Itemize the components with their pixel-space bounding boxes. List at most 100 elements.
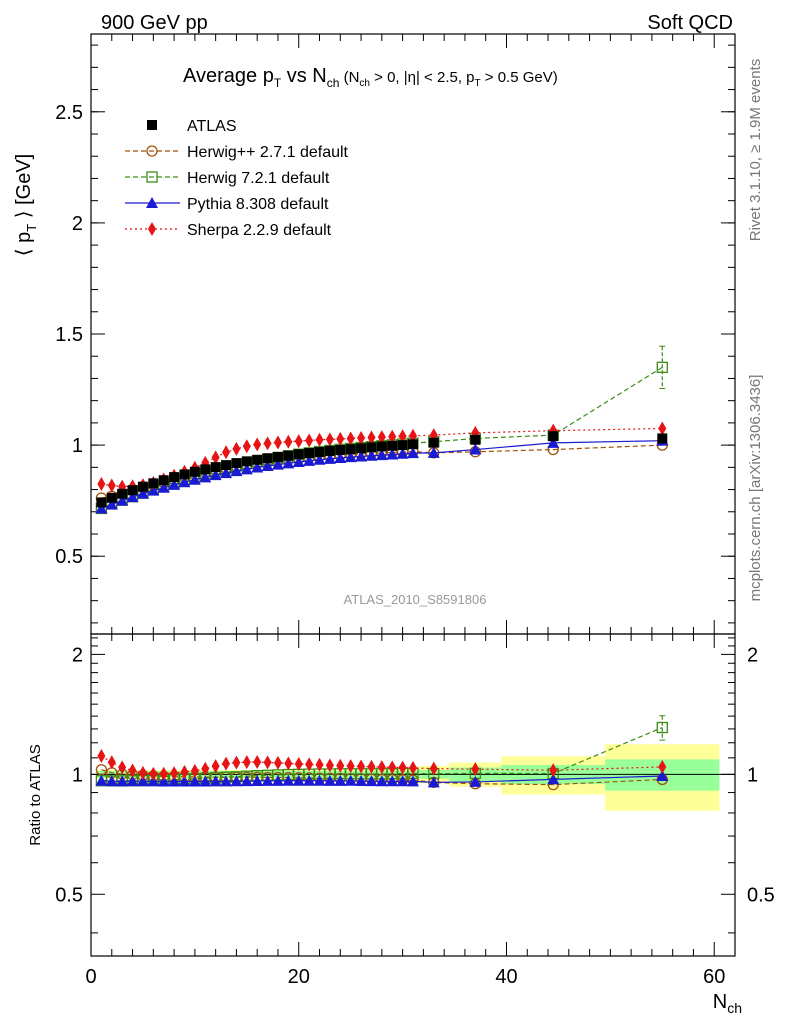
sherpa-2-2-9-default-ratio-point: [284, 756, 293, 771]
pythia-8-308-default-ratio-point: [375, 775, 388, 787]
sherpa-2-2-9-default-ratio-point: [549, 763, 558, 778]
legend-marker-pythia-8-308-default: [146, 197, 158, 208]
sherpa-2-2-9-default-point: [388, 429, 397, 444]
pythia-8-308-default-ratio-point: [365, 775, 378, 787]
pythia-8-308-default-ratio-point: [344, 774, 357, 786]
sherpa-2-2-9-default-point: [107, 478, 116, 493]
atlas-point: [657, 433, 668, 444]
legend-label-herwig-7-2-1-default: Herwig 7.2.1 default: [187, 170, 330, 187]
legend-marker-atlas: [147, 120, 157, 130]
pythia-8-308-default-ratio-point: [188, 775, 201, 787]
ratio-y-axis-label: Ratio to ATLAS: [27, 744, 44, 845]
ratio-series-layer: [95, 715, 669, 791]
sherpa-2-2-9-default-point: [325, 432, 334, 447]
sherpa-2-2-9-default-ratio-point: [242, 755, 251, 770]
atlas-point: [169, 472, 180, 483]
pythia-8-308-default-ratio-point: [95, 774, 108, 786]
ratio-y-tick-label: 2: [72, 644, 83, 666]
main-series-layer: [95, 345, 669, 515]
sherpa-2-2-9-default-ratio-point: [336, 758, 345, 773]
sherpa-2-2-9-default-point: [284, 434, 293, 449]
sherpa-2-2-9-default-point: [398, 429, 407, 444]
y-tick-label: 0.5: [55, 546, 83, 568]
sherpa-2-2-9-default-point: [232, 441, 241, 456]
atlas-point: [117, 488, 128, 499]
x-axis-label: Nch: [713, 991, 742, 1016]
pythia-8-308-default-point: [157, 481, 170, 493]
sherpa-2-2-9-default-ratio-point: [170, 766, 179, 781]
ratio-y-tick-label: 0.5: [55, 884, 83, 906]
pythia-8-308-default-point: [355, 450, 368, 462]
sherpa-2-2-9-default-point: [377, 430, 386, 445]
pythia-8-308-default-ratio-point: [323, 774, 336, 786]
sherpa-2-2-9-default-point: [315, 432, 324, 447]
pythia-8-308-default-point: [136, 487, 149, 499]
pythia-8-308-default-point: [95, 502, 108, 514]
pythia-8-308-default-point: [407, 447, 419, 459]
sherpa-2-2-9-default-point: [305, 433, 314, 448]
pythia-8-308-default-point: [386, 448, 399, 460]
legend-marker-herwig-2-7-1-default: [146, 145, 158, 157]
pythia-8-308-default-ratio-point: [271, 774, 284, 786]
sherpa-2-2-9-default-ratio-point: [357, 759, 366, 774]
legend-label-sherpa-2-2-9-default: Sherpa 2.2.9 default: [187, 222, 332, 239]
pythia-8-308-default-point: [105, 498, 118, 510]
pythia-8-308-default-point: [271, 458, 284, 470]
sherpa-2-2-9-default-ratio-point: [409, 760, 417, 775]
atlas-point: [179, 469, 190, 480]
legend-marker-sherpa-2-2-9-default: [148, 222, 156, 236]
sherpa-2-2-9-default-ratio-point: [294, 756, 303, 771]
pythia-8-308-default-point: [199, 471, 212, 483]
sherpa-2-2-9-default-ratio-point: [138, 765, 147, 780]
sherpa-2-2-9-default-ratio-point: [398, 760, 407, 775]
sherpa-2-2-9-default-ratio-point: [305, 757, 314, 772]
sherpa-2-2-9-default-ratio-point: [388, 760, 397, 775]
sherpa-2-2-9-default-ratio-point: [159, 766, 168, 781]
ratio-y-tick-label: 1: [72, 764, 83, 786]
sherpa-2-2-9-default-ratio-point: [97, 748, 106, 763]
atlas-point: [283, 450, 294, 461]
pythia-8-308-default-point: [375, 449, 388, 461]
pythia-8-308-default-ratio-point: [126, 775, 139, 787]
y-tick-label: 1: [72, 435, 83, 457]
pythia-8-308-default-point: [168, 478, 181, 490]
sherpa-2-2-9-default-ratio-point: [190, 763, 199, 778]
y-tick-label: 2: [72, 213, 83, 235]
pythia-8-308-default-ratio-point: [261, 774, 274, 786]
sherpa-2-2-9-default-point: [346, 431, 355, 446]
herwig-7-2-1-default-point: [656, 361, 668, 373]
pythia-8-308-default-ratio-point: [240, 775, 253, 787]
atlas-point: [548, 431, 559, 442]
sherpa-2-2-9-default-ratio-point: [346, 759, 355, 774]
sherpa-2-2-9-default-ratio-point: [315, 757, 324, 772]
atlas-point: [356, 443, 367, 454]
sherpa-2-2-9-default-ratio-point: [471, 762, 480, 777]
atlas-point: [231, 458, 242, 469]
pythia-8-308-default-point: [116, 494, 129, 506]
atlas-point: [324, 445, 335, 456]
analysis-label: ATLAS_2010_S8591806: [344, 592, 487, 607]
x-tick-label: 20: [288, 966, 310, 988]
sherpa-2-2-9-default-point: [253, 437, 262, 452]
pythia-8-308-default-point: [188, 473, 201, 485]
atlas-point: [106, 492, 117, 503]
pythia-8-308-default-point: [334, 452, 347, 463]
pythia-8-308-default-ratio-point: [157, 775, 170, 787]
pythia-8-308-default-ratio-point: [199, 775, 212, 787]
atlas-point: [314, 447, 325, 457]
sherpa-2-2-9-default-ratio-point: [118, 760, 127, 775]
pythia-8-308-default-ratio-point: [469, 775, 482, 787]
atlas-point: [200, 464, 211, 475]
pythia-8-308-default-point: [126, 491, 139, 503]
pythia-8-308-default-point: [344, 451, 357, 463]
atlas-point: [428, 437, 439, 448]
atlas-point: [127, 485, 138, 496]
sherpa-2-2-9-default-ratio-point: [377, 760, 386, 775]
legend-marker-herwig-7-2-1-default: [146, 171, 158, 183]
pythia-8-308-default-ratio-point: [427, 776, 440, 788]
sherpa-2-2-9-default-ratio-point: [128, 763, 137, 778]
sherpa-2-2-9-default-ratio-point: [180, 764, 189, 779]
pythia-8-308-default-point: [282, 457, 295, 469]
x-tick-label: 60: [703, 966, 725, 988]
pythia-8-308-default-ratio-point: [334, 774, 347, 786]
